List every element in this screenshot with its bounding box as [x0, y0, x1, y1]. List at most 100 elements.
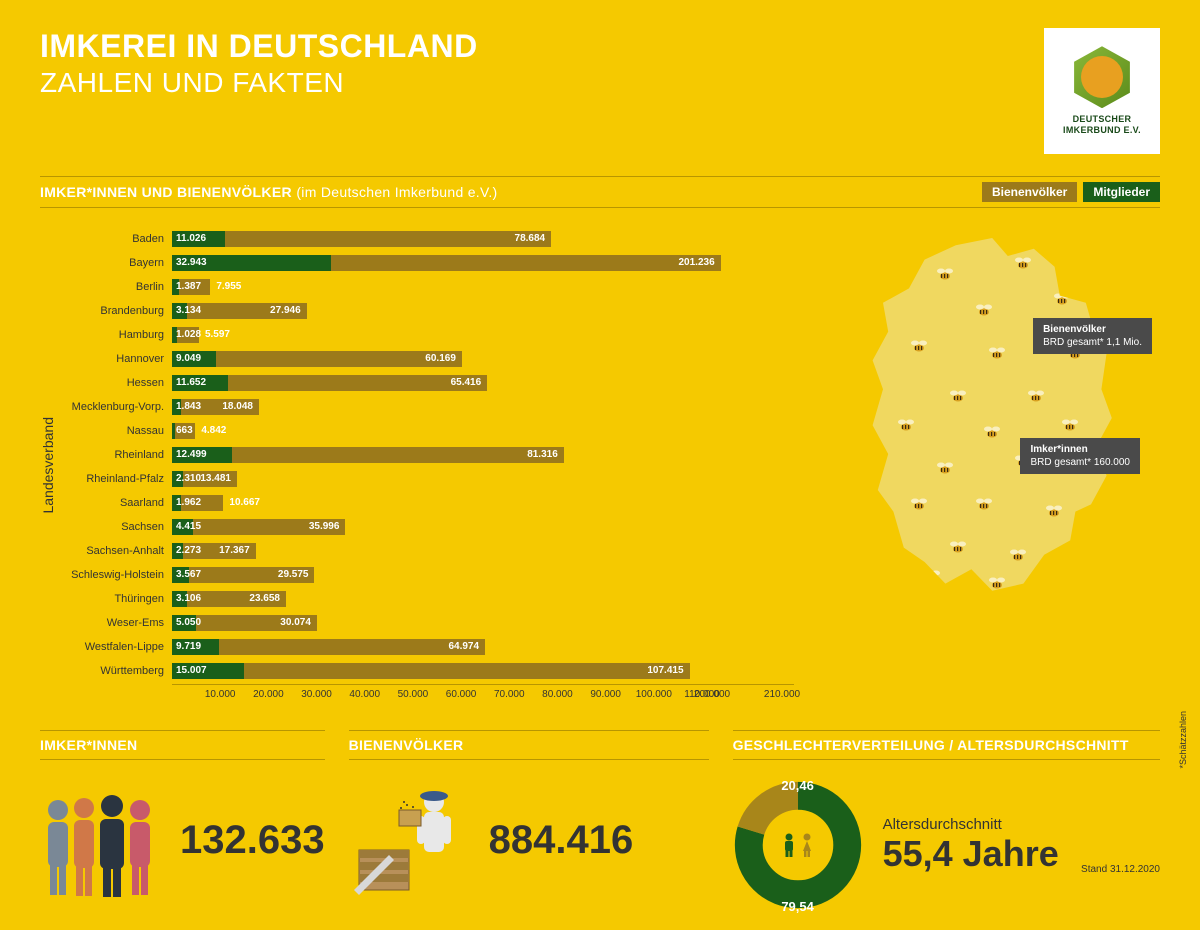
value-mitglieder: 1.028: [176, 327, 201, 343]
x-tick: 100.000: [636, 689, 672, 700]
donut-chart: 20,46 79,54: [733, 780, 863, 910]
chart-row: Mecklenburg-Vorp.1.84318.048: [64, 396, 794, 418]
bee-icon: [982, 425, 1002, 439]
bee-icon: [948, 389, 968, 403]
chart-row: Nassau6634.842: [64, 420, 794, 442]
row-label: Brandenburg: [64, 305, 172, 317]
value-mitglieder: 3.106: [176, 591, 201, 607]
row-label: Berlin: [64, 281, 172, 293]
bar-bienen: [172, 639, 485, 655]
value-bienen: 64.974: [448, 639, 479, 655]
value-mitglieder: 32.943: [176, 255, 207, 271]
row-label: Thüringen: [64, 593, 172, 605]
row-label: Württemberg: [64, 665, 172, 677]
row-label: Rheinland: [64, 449, 172, 461]
value-bienen: 65.416: [451, 375, 482, 391]
value-mitglieder: 9.719: [176, 639, 201, 655]
bee-icon: [1060, 418, 1080, 432]
value-bienen: 10.667: [229, 495, 260, 511]
bee-icon: [1013, 256, 1033, 270]
value-bienen: 23.658: [249, 591, 280, 607]
row-label: Hessen: [64, 377, 172, 389]
value-bienen: 35.996: [309, 519, 340, 535]
value-mitglieder: 3.134: [176, 303, 201, 319]
beekeeper-icon: [349, 780, 469, 900]
x-tick: 10.000: [205, 689, 236, 700]
row-label: Schleswig-Holstein: [64, 569, 172, 581]
x-tick: 70.000: [494, 689, 525, 700]
row-label: Sachsen-Anhalt: [64, 545, 172, 557]
chart-row: Württemberg 15.007 107.415: [64, 660, 794, 682]
legend-mitglieder: Mitglieder: [1083, 182, 1160, 202]
row-label: Hannover: [64, 353, 172, 365]
chart-row: Hessen 11.652 65.416: [64, 372, 794, 394]
value-bienen: 60.169: [425, 351, 456, 367]
row-label: Nassau: [64, 425, 172, 437]
value-mitglieder: 4.415: [176, 519, 201, 535]
x-tick: 20.000: [253, 689, 284, 700]
value-bienen: 201.236: [678, 255, 714, 271]
legend: Bienenvölker Mitglieder: [982, 182, 1160, 202]
value-bienen: 7.955: [216, 279, 241, 295]
bee-icon: [974, 303, 994, 317]
bar-mitglieder: [172, 423, 175, 439]
value-mitglieder: 2.273: [176, 543, 201, 559]
value-bienen: 4.842: [201, 423, 226, 439]
bee-icon: [948, 540, 968, 554]
row-label: Westfalen-Lippe: [64, 641, 172, 653]
bee-icon: [1052, 292, 1072, 306]
y-axis-label: Landesverband: [40, 417, 56, 514]
bar-bienen: [172, 663, 690, 679]
value-mitglieder: 11.652: [176, 375, 206, 391]
age-value: 55,4 Jahre: [883, 833, 1059, 875]
x-tick: 60.000: [446, 689, 477, 700]
value-bienen: 13.481: [200, 471, 231, 487]
value-mitglieder: 1.843: [176, 399, 201, 415]
bee-icon: [987, 346, 1007, 360]
x-tick: 90.000: [590, 689, 621, 700]
chart-row: Rheinland-Pfalz2.31013.481: [64, 468, 794, 490]
value-mitglieder: 11.026: [176, 231, 206, 247]
x-tick: 200.000: [694, 689, 730, 700]
chart-row: Saarland 1.962 10.667: [64, 492, 794, 514]
stand-date: Stand 31.12.2020: [1081, 864, 1160, 875]
value-bienen: 107.415: [647, 663, 683, 679]
bee-icon: [935, 461, 955, 475]
chart-row: Rheinland 12.499 81.316: [64, 444, 794, 466]
bar-chart: Baden11.02678.684Bayern32.943201.236Berl…: [64, 228, 794, 702]
chart-row: Baden11.02678.684: [64, 228, 794, 250]
value-bienen: 27.946: [270, 303, 301, 319]
page-title-1: IMKEREI IN DEUTSCHLAND: [40, 28, 478, 65]
stat-bienen-value: 884.416: [489, 818, 634, 863]
chart-row: Brandenburg 3.134 27.946: [64, 300, 794, 322]
row-label: Saarland: [64, 497, 172, 509]
row-label: Sachsen: [64, 521, 172, 533]
map-badge-bienen: BienenvölkerBRD gesamt* 1,1 Mio.: [1033, 318, 1152, 354]
value-bienen: 81.316: [527, 447, 558, 463]
people-icon: [40, 780, 160, 900]
bar-bienen: [172, 231, 551, 247]
age-label: Altersdurchschnitt: [883, 816, 1059, 833]
chart-row: Weser-Ems5.05030.074: [64, 612, 794, 634]
value-bienen: 29.575: [278, 567, 309, 583]
row-label: Mecklenburg-Vorp.: [64, 401, 172, 413]
footnote: *Schätzzahlen: [1178, 711, 1188, 769]
row-label: Weser-Ems: [64, 617, 172, 629]
value-bienen: 78.684: [515, 231, 546, 247]
row-label: Rheinland-Pfalz: [64, 473, 172, 485]
value-mitglieder: 15.007: [176, 663, 207, 679]
value-mitglieder: 3.567: [176, 567, 201, 583]
chart-row: Hamburg1.0285.597: [64, 324, 794, 346]
chart-row: Thüringen 3.106 23.658: [64, 588, 794, 610]
bee-icon: [922, 569, 942, 583]
bee-icon: [1008, 548, 1028, 562]
value-mitglieder: 12.499: [176, 447, 207, 463]
logo: DEUTSCHER IMKERBUND E.V.: [1044, 28, 1160, 154]
map-badge-imker: Imker*innenBRD gesamt* 160.000: [1020, 438, 1140, 474]
bee-icon: [987, 576, 1007, 590]
value-mitglieder: 1.962: [176, 495, 201, 511]
chart-row: Schleswig-Holstein 3.567 29.575: [64, 564, 794, 586]
chart-row: Sachsen 4.415 35.996: [64, 516, 794, 538]
value-bienen: 17.367: [219, 543, 250, 559]
value-bienen: 5.597: [205, 327, 230, 343]
